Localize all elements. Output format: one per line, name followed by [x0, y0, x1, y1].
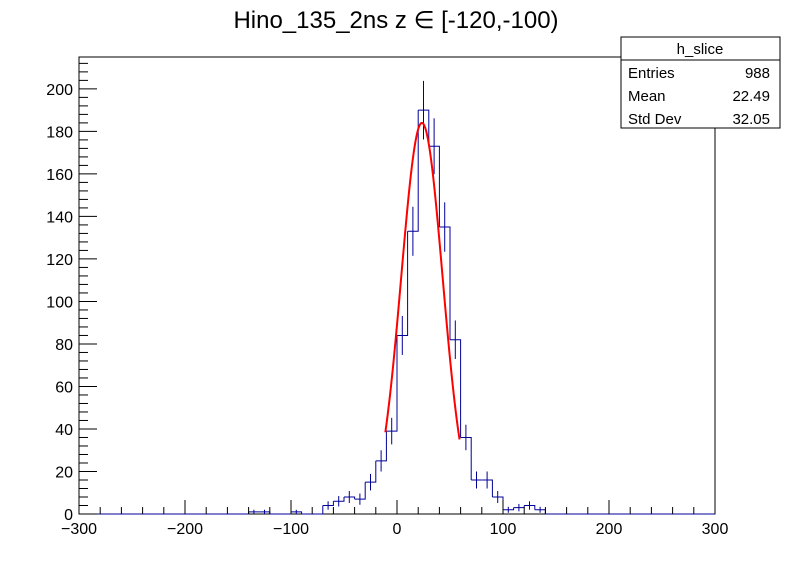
histogram-bin: [365, 460, 377, 483]
histogram-bin: [524, 504, 536, 510]
fit-curve: [384, 121, 461, 440]
x-tick-label: −100: [273, 521, 309, 538]
x-tick-label: 100: [490, 521, 517, 538]
stats-entries-value: 988: [745, 65, 770, 82]
histogram-bin: [322, 501, 334, 506]
error-bars: [253, 80, 541, 514]
y-tick-label: 120: [46, 252, 73, 269]
stats-stddev-value: 32.05: [732, 111, 770, 128]
plot-area: −300 −200 −100 0 100 200 300 0 20 40 60 80 100 120 14…: [46, 56, 728, 538]
y-axis: 0 20 40 60 80 100 120 140 160 180 200: [46, 62, 97, 524]
histogram-bin: [407, 110, 419, 232]
x-tick-label: 300: [702, 521, 729, 538]
x-axis: −300 −200 −100 0 100 200 300: [61, 500, 728, 538]
stats-box-frame: [620, 36, 781, 129]
x-tick-label: 0: [393, 521, 402, 538]
stats-box-title: h_slice: [677, 41, 724, 58]
histogram-bin: [503, 507, 515, 511]
histogram-bin: [418, 109, 430, 147]
stats-mean-value: 22.49: [732, 88, 770, 105]
histogram-bin: [386, 335, 398, 432]
y-tick-label: 80: [55, 337, 73, 354]
histogram-bin: [428, 145, 440, 228]
gaussian-fit: [384, 121, 461, 440]
stats-mean-label: Mean: [628, 88, 666, 105]
stats-stddev-label: Std Dev: [628, 111, 682, 128]
histogram-bin: [312, 505, 324, 515]
histogram-bin: [439, 226, 451, 340]
y-tick-label: 200: [46, 82, 73, 99]
chart-title: Hino_135_2ns z ∈ [-120,-100): [233, 7, 558, 34]
stats-box: h_slice Entries 988 Mean 22.49 Std Dev 3…: [620, 36, 781, 129]
histogram-bin: [333, 496, 345, 502]
y-tick-label: 100: [46, 294, 73, 311]
histogram-bin: [291, 511, 303, 514]
histogram-bin: [397, 231, 409, 336]
stats-entries-label: Entries: [628, 65, 675, 82]
histogram-bin: [460, 436, 472, 480]
x-tick-label: −200: [167, 521, 203, 538]
histogram-bin: [354, 482, 366, 500]
y-tick-label: 40: [55, 422, 73, 439]
y-tick-label: 180: [46, 124, 73, 141]
histogram-bin: [450, 339, 462, 438]
y-tick-label: 0: [64, 507, 73, 524]
y-tick-label: 60: [55, 379, 73, 396]
y-tick-label: 160: [46, 167, 73, 184]
histogram-bin: [344, 496, 356, 500]
y-tick-label: 20: [55, 464, 73, 481]
x-tick-label: −300: [61, 521, 97, 538]
histogram-bin: [375, 431, 387, 462]
x-tick-label: 200: [596, 521, 623, 538]
y-tick-label: 140: [46, 209, 73, 226]
histogram-bin: [481, 479, 493, 497]
